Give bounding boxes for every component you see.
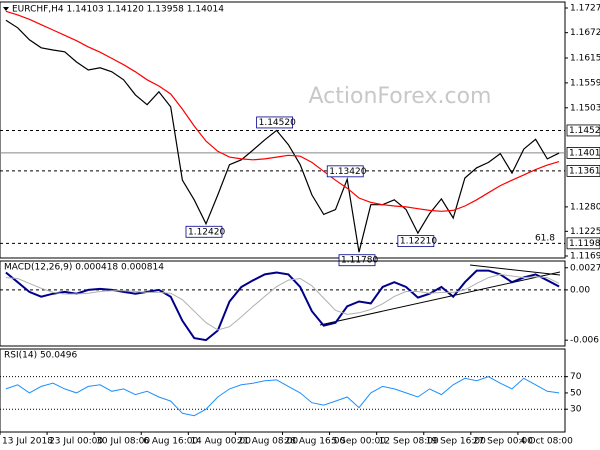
x-tick-label: 27 Sep 00:00	[473, 437, 533, 447]
x-tick-label: 6 Aug 16:00	[143, 437, 198, 447]
level-label: 1.14520	[569, 126, 600, 136]
level-box	[566, 237, 600, 250]
series-line	[5, 273, 560, 331]
annotation-label: 1.12210	[400, 237, 437, 247]
x-tick-label: 12 Sep 08:00	[379, 437, 439, 447]
watermark: ActionForex.com	[309, 84, 492, 109]
series-line	[5, 19, 560, 253]
level-label: 1.13610	[569, 166, 600, 176]
x-tick-label: 4 Oct 08:00	[520, 437, 573, 447]
series-line	[5, 10, 560, 212]
annotation-box	[338, 254, 376, 267]
y-tick-label: 30	[570, 405, 582, 415]
series-line	[5, 269, 560, 342]
chart-title: EURCHF,H4 1.14103 1.14120 1.13958 1.1401…	[12, 5, 224, 15]
rsi-title: RSI(14) 50.0496	[4, 351, 77, 361]
x-tick-label: 21 Aug 08:00	[237, 437, 298, 447]
annotation-box	[185, 225, 223, 238]
x-tick-label: 14 Aug 00:00	[190, 437, 251, 447]
annotation-label: 1.13420	[329, 167, 366, 177]
y-tick-label: 50	[570, 388, 582, 398]
fib-label: 61.8	[535, 234, 555, 244]
y-tick-label: -0.006148	[570, 336, 600, 346]
y-tick-label: 1.12250	[570, 227, 600, 237]
level-label: 1.11980	[569, 239, 600, 249]
x-tick-label: 28 Aug 16:00	[285, 437, 346, 447]
y-tick-label: 1.15590	[570, 78, 600, 88]
y-tick-label: 1.16720	[570, 28, 600, 38]
annotation-label: 1.14520	[259, 118, 296, 128]
annotation-label: 1.12420	[188, 227, 225, 237]
y-tick-label: 0.00	[570, 285, 590, 295]
y-tick-label: 1.16150	[570, 54, 600, 64]
x-tick-label: 5 Sep 00:00	[332, 437, 387, 447]
panel-frame	[0, 260, 566, 347]
annotation-box	[256, 116, 294, 129]
y-tick-label: 1.17275	[570, 4, 600, 14]
x-tick-label: 13 Jul 2018	[2, 437, 53, 447]
y-tick-label: 1.12800	[570, 202, 600, 212]
level-box	[566, 124, 600, 137]
level-box	[566, 147, 600, 159]
y-tick-label: 70	[570, 372, 582, 382]
x-tick-label: 23 Jul 00:00	[49, 437, 103, 447]
y-tick-label: 0.002708	[570, 263, 600, 273]
trend-line	[319, 271, 561, 326]
annotation-box	[397, 235, 435, 248]
x-tick-label: 30 Jul 08:00	[96, 437, 150, 447]
y-tick-label: 1.11695	[570, 252, 600, 262]
x-tick-label: 19 Sep 16:00	[426, 437, 486, 447]
trend-line	[469, 264, 561, 276]
annotation-box	[326, 165, 364, 178]
symbol-arrow	[3, 7, 9, 11]
level-box	[566, 164, 600, 177]
macd-title: MACD(12,26,9) 0.000418 0.000814	[4, 263, 164, 273]
y-tick-label: 1.15030	[570, 103, 600, 113]
series-line	[5, 376, 560, 417]
level-label: 1.14014	[569, 148, 600, 158]
